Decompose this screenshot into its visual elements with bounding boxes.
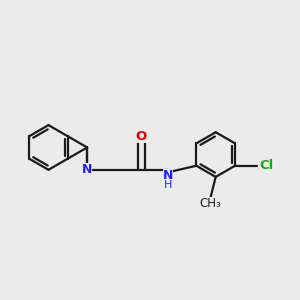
Text: N: N (82, 163, 92, 176)
Text: CH₃: CH₃ (200, 197, 221, 210)
Text: H: H (164, 180, 172, 190)
Text: O: O (136, 130, 147, 143)
Text: Cl: Cl (260, 159, 274, 172)
Text: N: N (163, 169, 173, 182)
